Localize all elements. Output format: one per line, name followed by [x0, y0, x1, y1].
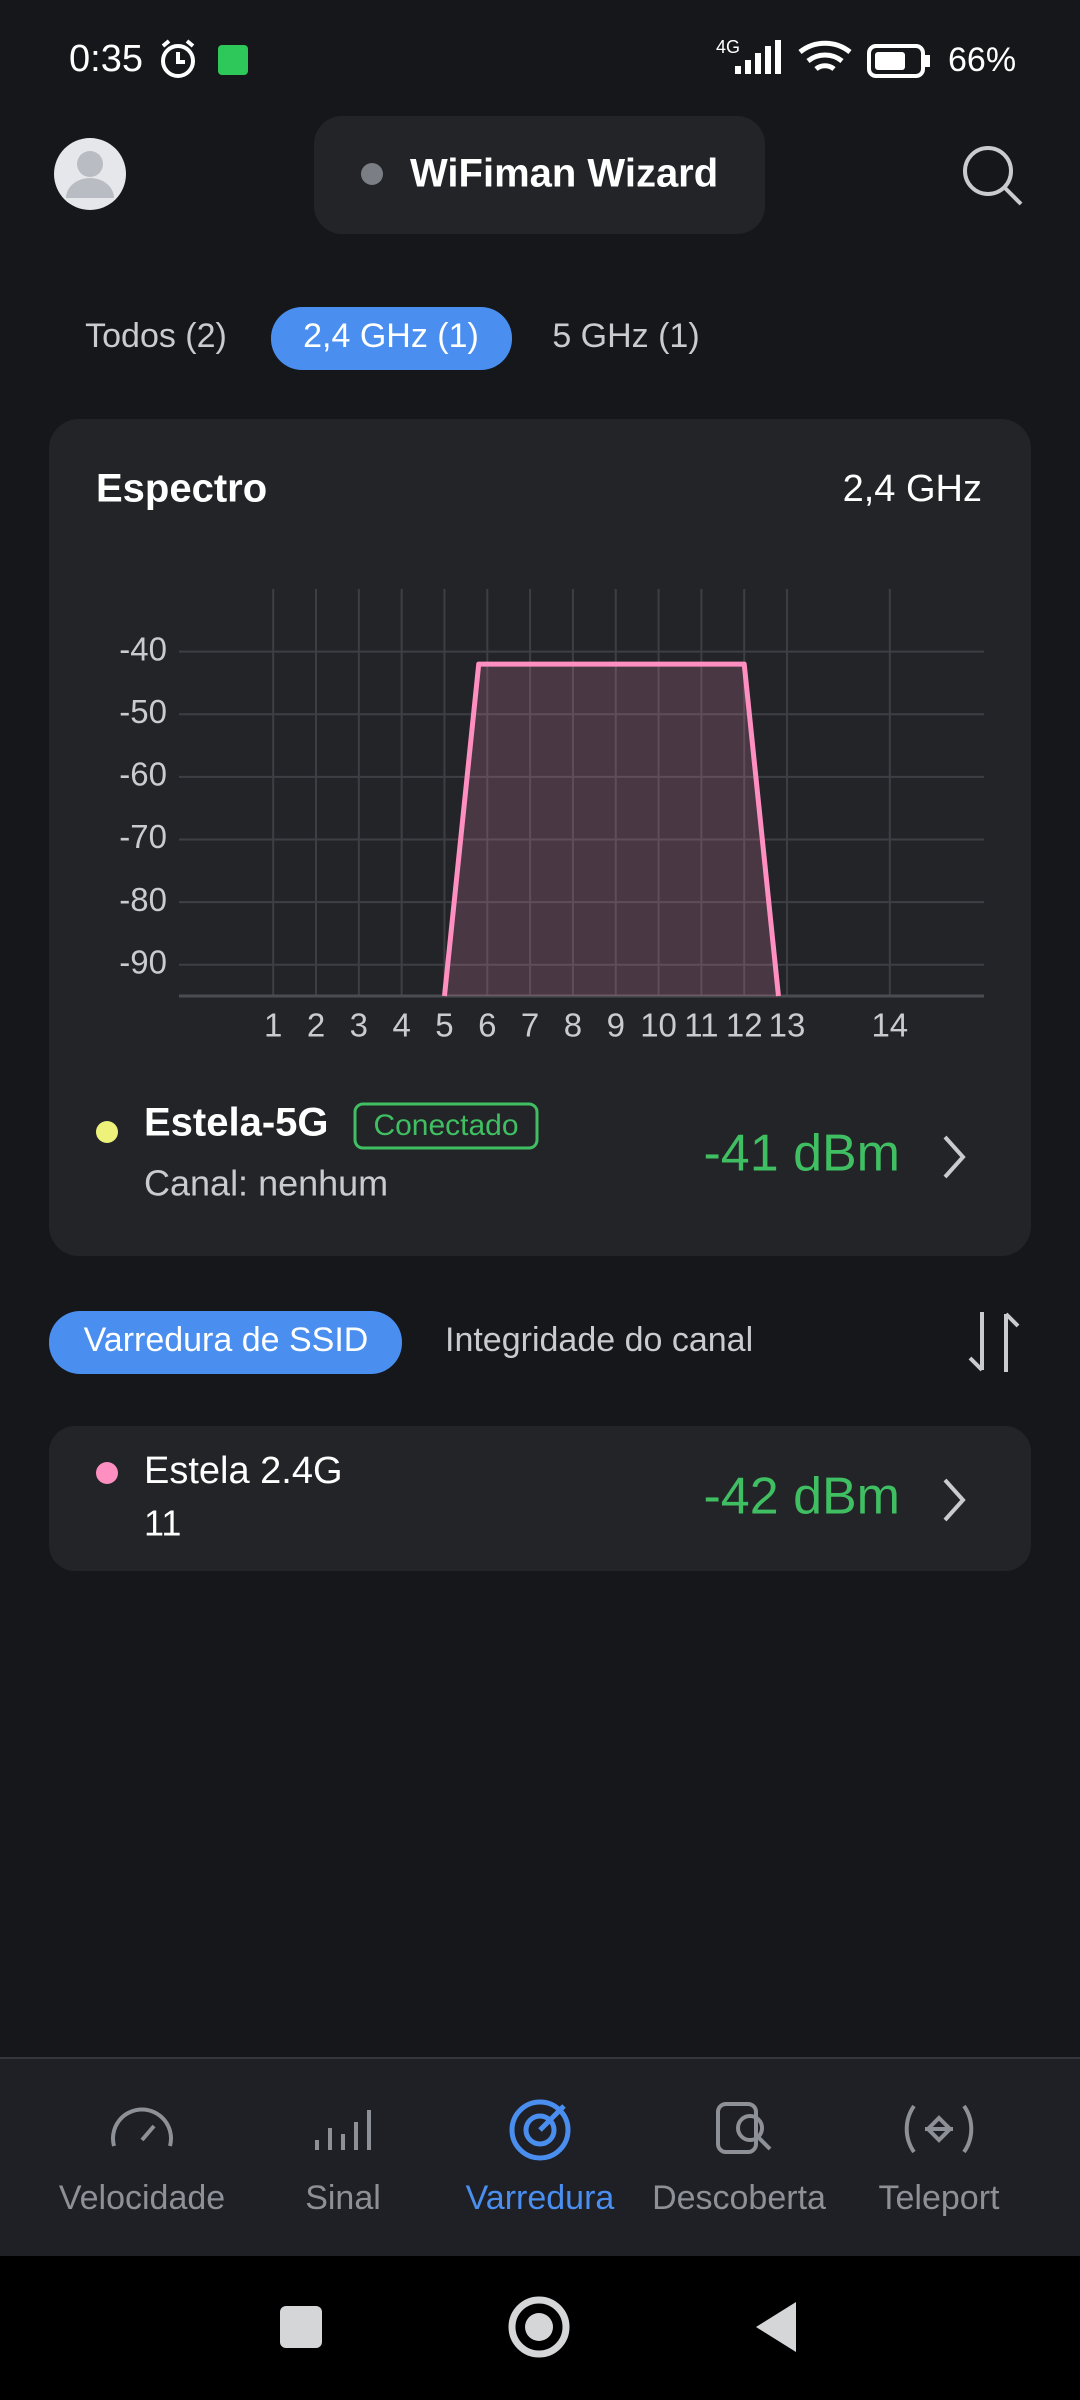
- signal-nav-icon[interactable]: [315, 2110, 371, 2150]
- x-tick-label: 12: [726, 1007, 763, 1044]
- y-tick-label: -60: [119, 756, 167, 793]
- network-row[interactable]: [49, 1426, 1031, 1571]
- network-channel: Canal: nenhum: [144, 1163, 388, 1204]
- alarm-icon: [161, 39, 195, 78]
- x-tick-label: 9: [607, 1007, 625, 1044]
- avatar[interactable]: [54, 138, 126, 210]
- search-icon[interactable]: [963, 146, 1023, 206]
- back-button[interactable]: [756, 2302, 796, 2352]
- network-name: Estela 2.4G: [144, 1450, 343, 1492]
- whatsapp-icon: [218, 45, 248, 75]
- area-line: [441, 661, 781, 997]
- title-pill[interactable]: [314, 116, 765, 234]
- battery-icon: [867, 44, 930, 78]
- band-tab[interactable]: Todos (2): [85, 317, 227, 355]
- nav-label[interactable]: Teleport: [879, 2179, 1001, 2217]
- nav-label[interactable]: Velocidade: [59, 2179, 225, 2217]
- network-signal: -41 dBm: [703, 1125, 900, 1183]
- x-tick-label: 10: [640, 1007, 677, 1044]
- time: 0:35: [69, 38, 143, 80]
- y-tick-label: -80: [119, 881, 167, 918]
- card-band: 2,4 GHz: [843, 468, 982, 510]
- x-tick-label: 3: [350, 1007, 368, 1044]
- spectrum-card: [49, 419, 1031, 1256]
- nav-label[interactable]: Descoberta: [652, 2179, 826, 2217]
- band-tab-active[interactable]: 2,4 GHz (1): [303, 317, 479, 355]
- x-tick-label: 2: [307, 1007, 325, 1044]
- wifi-icon: [798, 40, 852, 72]
- spectrum-chart: -40-50-60-70-80-901 2 3 4 5 6 7 8 9 10 11 12 13 14: [119, 589, 984, 1044]
- y-tick-label: -90: [119, 943, 167, 980]
- x-tick-label: 5: [435, 1007, 453, 1044]
- network-name: Estela-5G: [144, 1101, 329, 1145]
- network-dot: [96, 1121, 118, 1143]
- x-tick-label: 14: [871, 1007, 908, 1044]
- recents-button[interactable]: [280, 2306, 322, 2348]
- x-tick-label: 4: [392, 1007, 410, 1044]
- scan-tab[interactable]: Integridade do canal: [445, 1321, 753, 1359]
- band-tab[interactable]: 5 GHz (1): [552, 317, 699, 355]
- x-tick-label: 6: [478, 1007, 496, 1044]
- sort-icon[interactable]: [968, 1312, 1020, 1372]
- status-dot: [361, 163, 383, 185]
- scan-icon[interactable]: [509, 2099, 571, 2161]
- network-channel: 11: [144, 1503, 181, 1544]
- app-title: WiFiman Wizard: [410, 152, 718, 196]
- scan-tab-active[interactable]: Varredura de SSID: [84, 1321, 369, 1359]
- chevron[interactable]: [943, 1135, 966, 1179]
- signal-icon: [735, 40, 781, 74]
- teleport-icon[interactable]: [904, 2104, 974, 2154]
- chevron[interactable]: [943, 1478, 966, 1522]
- x-tick-label: 13: [769, 1007, 806, 1044]
- x-tick-label: 11: [684, 1007, 718, 1044]
- nav-label[interactable]: Sinal: [305, 2179, 381, 2217]
- card-title: Espectro: [96, 467, 267, 511]
- y-tick-label: -40: [119, 630, 167, 667]
- discovery-icon[interactable]: [716, 2102, 772, 2154]
- active-scan-pill[interactable]: [49, 1311, 402, 1374]
- nav-label-active[interactable]: Varredura: [466, 2179, 615, 2217]
- network-type: 4G: [716, 37, 740, 57]
- battery-level: 66%: [948, 41, 1016, 79]
- network-dot: [96, 1462, 118, 1484]
- home-button[interactable]: [508, 2296, 570, 2358]
- network-signal: -42 dBm: [703, 1468, 900, 1526]
- badge-text: Conectado: [373, 1109, 518, 1142]
- x-tick-label: 7: [521, 1007, 539, 1044]
- badge: [353, 1102, 539, 1150]
- y-tick-label: -50: [119, 693, 167, 730]
- y-tick-label: -70: [119, 818, 167, 855]
- speed-icon[interactable]: [111, 2107, 173, 2147]
- x-tick-label: 1: [264, 1007, 282, 1044]
- area-fill: [444, 664, 779, 996]
- x-tick-label: 8: [564, 1007, 582, 1044]
- active-tab-pill[interactable]: [271, 307, 512, 370]
